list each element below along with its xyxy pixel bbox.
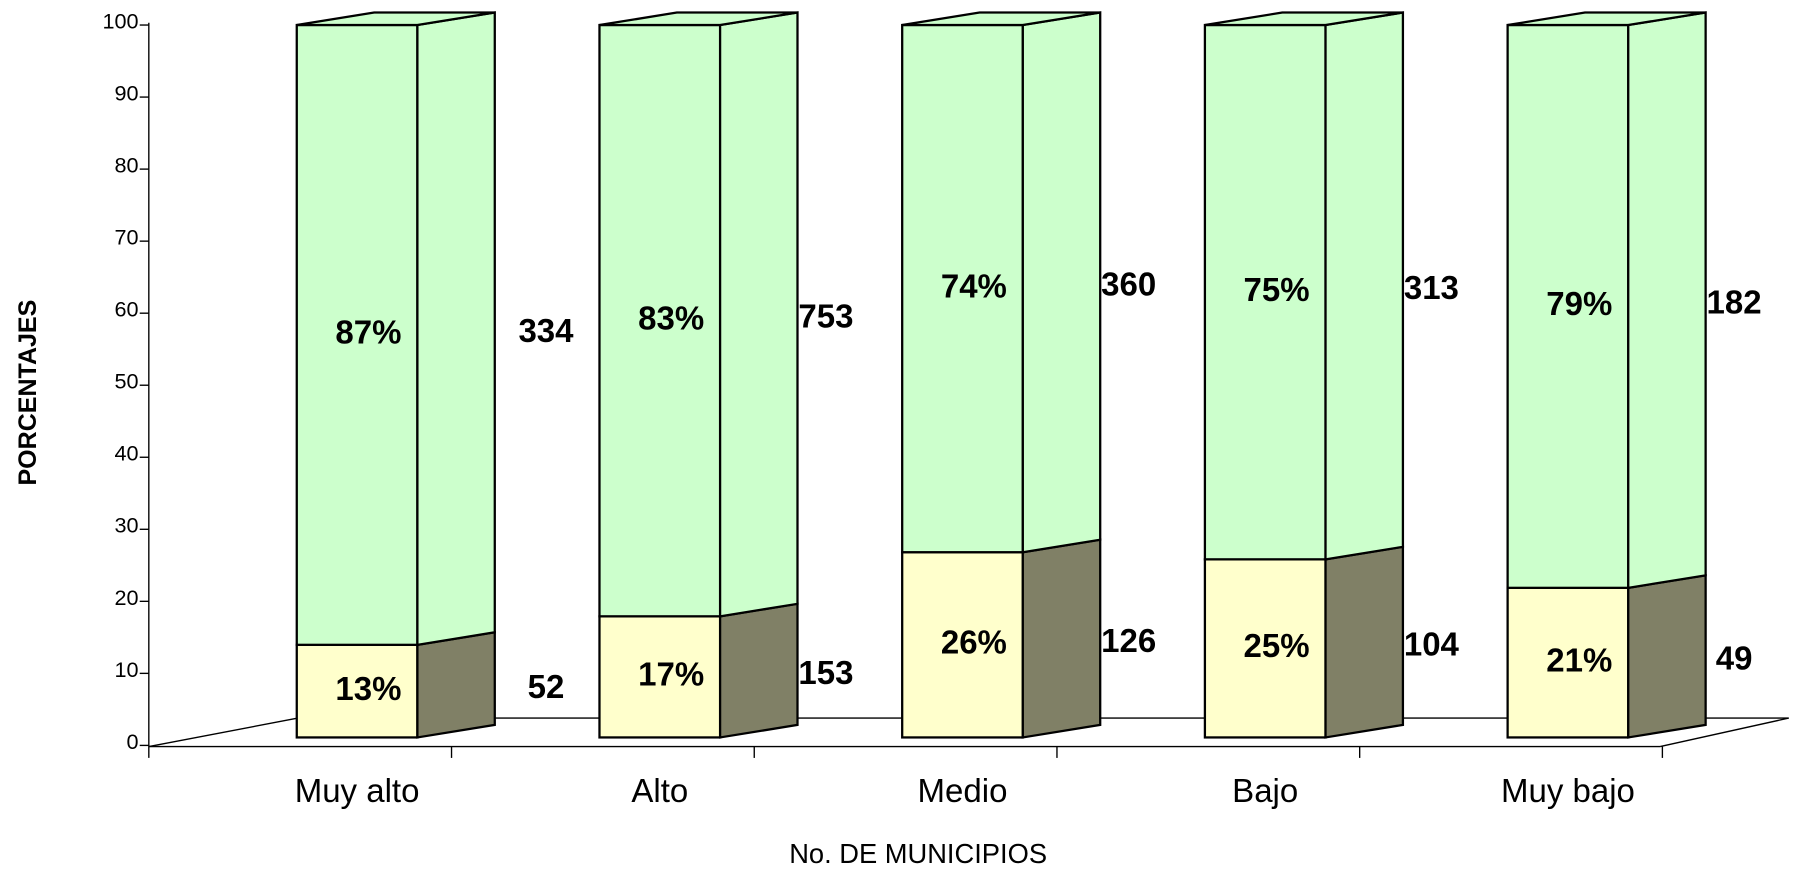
bar-side bbox=[1324, 545, 1405, 739]
bar-side bbox=[718, 11, 799, 618]
bar-top bbox=[1204, 11, 1404, 27]
count-label: 360 bbox=[1101, 266, 1156, 303]
y-tick-label: 30 bbox=[115, 513, 139, 538]
bar-top bbox=[296, 11, 495, 27]
value-label: 75% bbox=[1244, 271, 1310, 308]
bar-front bbox=[295, 643, 419, 739]
y-axis-title: PORCENTAJES bbox=[14, 300, 42, 486]
count-label: 313 bbox=[1404, 269, 1459, 306]
y-tick-label: 20 bbox=[115, 585, 139, 610]
y-tick-label: 50 bbox=[115, 369, 139, 394]
value-label: 74% bbox=[941, 267, 1007, 304]
y-tick-label: 90 bbox=[115, 81, 139, 106]
y-tick-label: 100 bbox=[103, 8, 139, 33]
bar-side bbox=[1627, 11, 1707, 590]
floor-left bbox=[148, 717, 299, 748]
bar-front bbox=[901, 551, 1024, 739]
floor-right bbox=[1659, 717, 1789, 748]
count-label: 753 bbox=[798, 298, 853, 335]
value-label: 83% bbox=[638, 299, 704, 336]
bar-front bbox=[295, 23, 419, 646]
value-label: 13% bbox=[335, 670, 401, 707]
count-label: 104 bbox=[1404, 625, 1460, 662]
value-label: 26% bbox=[941, 624, 1007, 661]
bar-side bbox=[416, 11, 496, 647]
value-label: 25% bbox=[1244, 627, 1310, 664]
bar-top bbox=[1507, 11, 1706, 27]
bar-side bbox=[1324, 11, 1405, 561]
value-label: 21% bbox=[1546, 641, 1612, 678]
bar-front bbox=[1203, 558, 1327, 739]
count-label: 153 bbox=[798, 654, 853, 691]
y-tick-label: 10 bbox=[115, 657, 139, 682]
count-label: 182 bbox=[1707, 283, 1762, 320]
bar-side bbox=[718, 602, 799, 739]
x-tick-label: Bajo bbox=[1232, 772, 1298, 809]
x-tick-label: Alto bbox=[631, 772, 688, 809]
bar-front bbox=[901, 23, 1024, 554]
y-tick-label: 60 bbox=[115, 297, 139, 322]
value-label: 17% bbox=[638, 656, 704, 693]
bar-side bbox=[1021, 538, 1102, 739]
bar-front bbox=[1506, 23, 1630, 589]
count-label: 49 bbox=[1716, 640, 1753, 677]
count-label: 126 bbox=[1101, 622, 1156, 659]
x-tick-label: Muy bajo bbox=[1501, 772, 1635, 809]
y-tick-label: 0 bbox=[127, 729, 139, 754]
bar-side bbox=[1627, 573, 1707, 739]
value-label: 79% bbox=[1546, 285, 1612, 322]
x-axis-title: No. DE MUNICIPIOS bbox=[789, 838, 1047, 869]
count-label: 334 bbox=[518, 312, 574, 349]
bar-top bbox=[902, 11, 1101, 27]
bar-front bbox=[1506, 586, 1630, 739]
y-tick-label: 80 bbox=[115, 153, 139, 178]
y-tick-label: 70 bbox=[115, 225, 139, 250]
value-label: 87% bbox=[335, 314, 401, 351]
count-label: 52 bbox=[528, 668, 565, 705]
bar-front bbox=[598, 615, 722, 739]
x-tick-label: Muy alto bbox=[295, 772, 420, 809]
bar-side bbox=[416, 630, 496, 739]
x-tick-label: Medio bbox=[918, 772, 1008, 809]
bar-side bbox=[1021, 11, 1102, 554]
bar-top bbox=[599, 11, 798, 27]
y-tick-label: 40 bbox=[115, 441, 139, 466]
